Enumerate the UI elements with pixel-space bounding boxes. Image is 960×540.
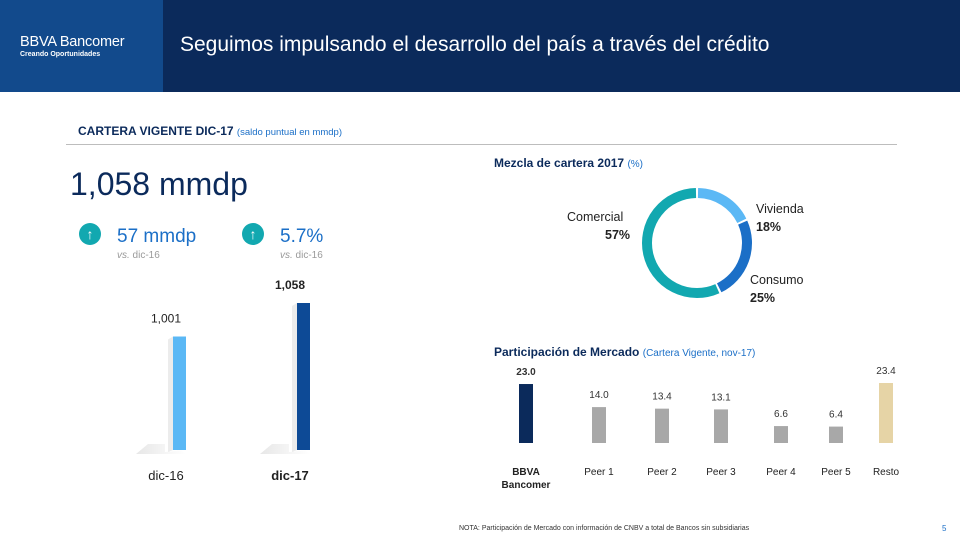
arrow-up-icon: ↑ [79, 223, 101, 245]
portfolio-mix-title-main: Mezcla de cartera 2017 [494, 156, 625, 170]
bar-value-label: 1,001 [151, 312, 181, 326]
bar-value-label: 1,058 [275, 278, 305, 292]
bar-category-label: dic-17 [271, 468, 309, 483]
kpi-growth-amount-caption: vs. dic-16 [117, 250, 160, 261]
section-title-main: CARTERA VIGENTE DIC-17 [78, 124, 234, 138]
portfolio-mix-title: Mezcla de cartera 2017 (%) [494, 156, 643, 170]
market-share-title-main: Participación de Mercado [494, 345, 640, 359]
section-title: CARTERA VIGENTE DIC-17 (saldo puntual en… [78, 124, 342, 138]
arrow-up-icon: ↑ [242, 223, 264, 245]
brand-tagline: Creando Oportunidades [20, 51, 101, 58]
kpi-growth-percent: 5.7% [280, 226, 324, 247]
slice-label-vivienda: Vivienda [756, 202, 804, 216]
section-divider [66, 144, 897, 145]
page-number: 5 [942, 524, 947, 533]
kpi-caption-period: dic-16 [129, 250, 160, 261]
slice-value-comercial: 57% [605, 228, 631, 242]
portfolio-mix-unit: (%) [627, 159, 643, 170]
footnote: NOTA: Participación de Mercado con infor… [459, 525, 750, 532]
slice-value-consumo: 25% [750, 291, 776, 305]
slide-title: Seguimos impulsando el desarrollo del pa… [180, 33, 770, 56]
brand-logo: BBVA Bancomer [20, 34, 125, 50]
section-subtitle: (saldo puntual en mmdp) [236, 127, 343, 138]
bar-bevel [292, 303, 297, 452]
slice-value-vivienda: 18% [756, 220, 782, 234]
kpi-growth-percent-caption: vs. dic-16 [280, 250, 323, 261]
slice-label-consumo: Consumo [750, 273, 804, 287]
logo-panel: BBVA Bancomer Creando Oportunidades [0, 0, 163, 92]
kpi-caption-prefix: vs. [280, 250, 293, 261]
market-share-subtitle: (Cartera Vigente, nov-17) [642, 348, 756, 359]
header-bar: BBVA Bancomer Creando Oportunidades Segu… [0, 0, 960, 92]
headline-value: 1,058 mmdp [70, 166, 248, 202]
kpi-growth-amount: 57 mmdp [117, 226, 197, 247]
bar-category-label: dic-16 [148, 468, 183, 483]
kpi-caption-prefix: vs. [117, 250, 130, 261]
bar-bevel [168, 336, 173, 452]
market-share-title: Participación de Mercado (Cartera Vigent… [494, 345, 755, 359]
bar [173, 336, 186, 450]
slice-label-comercial: Comercial [567, 210, 624, 224]
bar [297, 303, 310, 450]
kpi-caption-period: dic-16 [292, 250, 323, 261]
